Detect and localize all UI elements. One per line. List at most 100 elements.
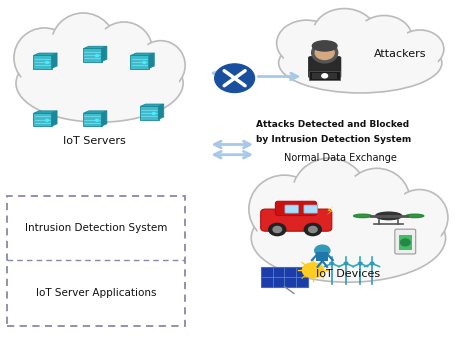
Polygon shape (149, 53, 154, 68)
Ellipse shape (20, 49, 179, 118)
FancyBboxPatch shape (130, 55, 149, 69)
Circle shape (215, 64, 255, 92)
Ellipse shape (317, 13, 372, 55)
Circle shape (315, 245, 330, 256)
Ellipse shape (387, 44, 421, 70)
FancyBboxPatch shape (316, 252, 328, 261)
Polygon shape (83, 46, 107, 49)
Circle shape (46, 119, 49, 121)
Ellipse shape (136, 41, 185, 90)
Ellipse shape (384, 41, 424, 73)
Circle shape (273, 226, 282, 233)
Polygon shape (140, 104, 164, 106)
Ellipse shape (124, 55, 165, 97)
Ellipse shape (45, 46, 89, 91)
FancyBboxPatch shape (83, 48, 102, 62)
Ellipse shape (377, 206, 424, 253)
FancyBboxPatch shape (140, 106, 159, 120)
Text: Attacks Detected and Blocked: Attacks Detected and Blocked (256, 120, 409, 129)
Circle shape (46, 62, 49, 64)
FancyBboxPatch shape (395, 229, 416, 254)
Polygon shape (52, 53, 57, 68)
Text: IoT Server Applications: IoT Server Applications (36, 288, 156, 298)
Ellipse shape (284, 195, 337, 246)
Polygon shape (83, 111, 107, 113)
Polygon shape (101, 46, 107, 62)
Ellipse shape (100, 27, 148, 74)
Ellipse shape (391, 190, 448, 245)
Circle shape (304, 223, 321, 236)
Polygon shape (52, 111, 57, 126)
Circle shape (370, 262, 374, 265)
Ellipse shape (311, 42, 337, 63)
Circle shape (152, 113, 155, 115)
Ellipse shape (288, 200, 333, 242)
Circle shape (95, 55, 99, 57)
Ellipse shape (395, 194, 444, 241)
Ellipse shape (16, 45, 183, 122)
FancyBboxPatch shape (33, 55, 52, 69)
Circle shape (315, 46, 334, 60)
Ellipse shape (55, 19, 111, 73)
Ellipse shape (140, 45, 182, 86)
Circle shape (401, 239, 410, 246)
Ellipse shape (279, 33, 442, 93)
Ellipse shape (307, 34, 350, 69)
Ellipse shape (283, 36, 438, 89)
Ellipse shape (277, 20, 337, 66)
Ellipse shape (297, 165, 362, 226)
Ellipse shape (396, 30, 444, 68)
Ellipse shape (380, 210, 420, 249)
Ellipse shape (48, 50, 86, 87)
Text: IoT Servers: IoT Servers (64, 136, 126, 146)
Ellipse shape (312, 8, 376, 60)
FancyBboxPatch shape (309, 71, 340, 80)
Polygon shape (34, 53, 57, 55)
Circle shape (302, 263, 323, 278)
Ellipse shape (348, 174, 405, 227)
Ellipse shape (254, 181, 315, 237)
FancyBboxPatch shape (312, 73, 337, 79)
FancyBboxPatch shape (261, 209, 332, 231)
Circle shape (95, 119, 99, 121)
Ellipse shape (95, 22, 153, 79)
Ellipse shape (354, 214, 372, 218)
Polygon shape (101, 111, 107, 126)
Polygon shape (34, 111, 57, 113)
Text: Intrusion Detection System: Intrusion Detection System (25, 223, 167, 233)
Circle shape (330, 262, 334, 265)
Text: Attackers: Attackers (374, 49, 427, 60)
Ellipse shape (312, 41, 337, 51)
Ellipse shape (406, 214, 424, 218)
Ellipse shape (310, 37, 347, 66)
Ellipse shape (18, 33, 71, 82)
Ellipse shape (400, 33, 440, 65)
Polygon shape (131, 53, 154, 55)
Ellipse shape (356, 16, 412, 60)
FancyBboxPatch shape (304, 205, 318, 213)
FancyBboxPatch shape (308, 56, 341, 78)
FancyBboxPatch shape (399, 235, 412, 250)
Ellipse shape (281, 24, 332, 62)
FancyBboxPatch shape (33, 113, 52, 126)
Ellipse shape (127, 58, 162, 93)
Circle shape (143, 62, 146, 64)
Circle shape (309, 226, 317, 233)
Text: IoT Devices: IoT Devices (316, 269, 381, 279)
Ellipse shape (14, 28, 75, 88)
FancyBboxPatch shape (83, 113, 102, 126)
Text: Normal Data Exchange: Normal Data Exchange (284, 153, 397, 163)
Circle shape (344, 262, 348, 265)
Ellipse shape (251, 194, 446, 282)
Ellipse shape (292, 158, 367, 233)
Circle shape (269, 223, 286, 236)
FancyBboxPatch shape (261, 267, 308, 287)
Ellipse shape (375, 212, 401, 220)
Text: ⚡: ⚡ (326, 207, 333, 218)
Ellipse shape (249, 175, 320, 243)
Ellipse shape (360, 19, 408, 55)
Ellipse shape (344, 168, 410, 233)
Circle shape (322, 74, 328, 78)
FancyBboxPatch shape (7, 195, 185, 326)
FancyBboxPatch shape (285, 205, 299, 213)
